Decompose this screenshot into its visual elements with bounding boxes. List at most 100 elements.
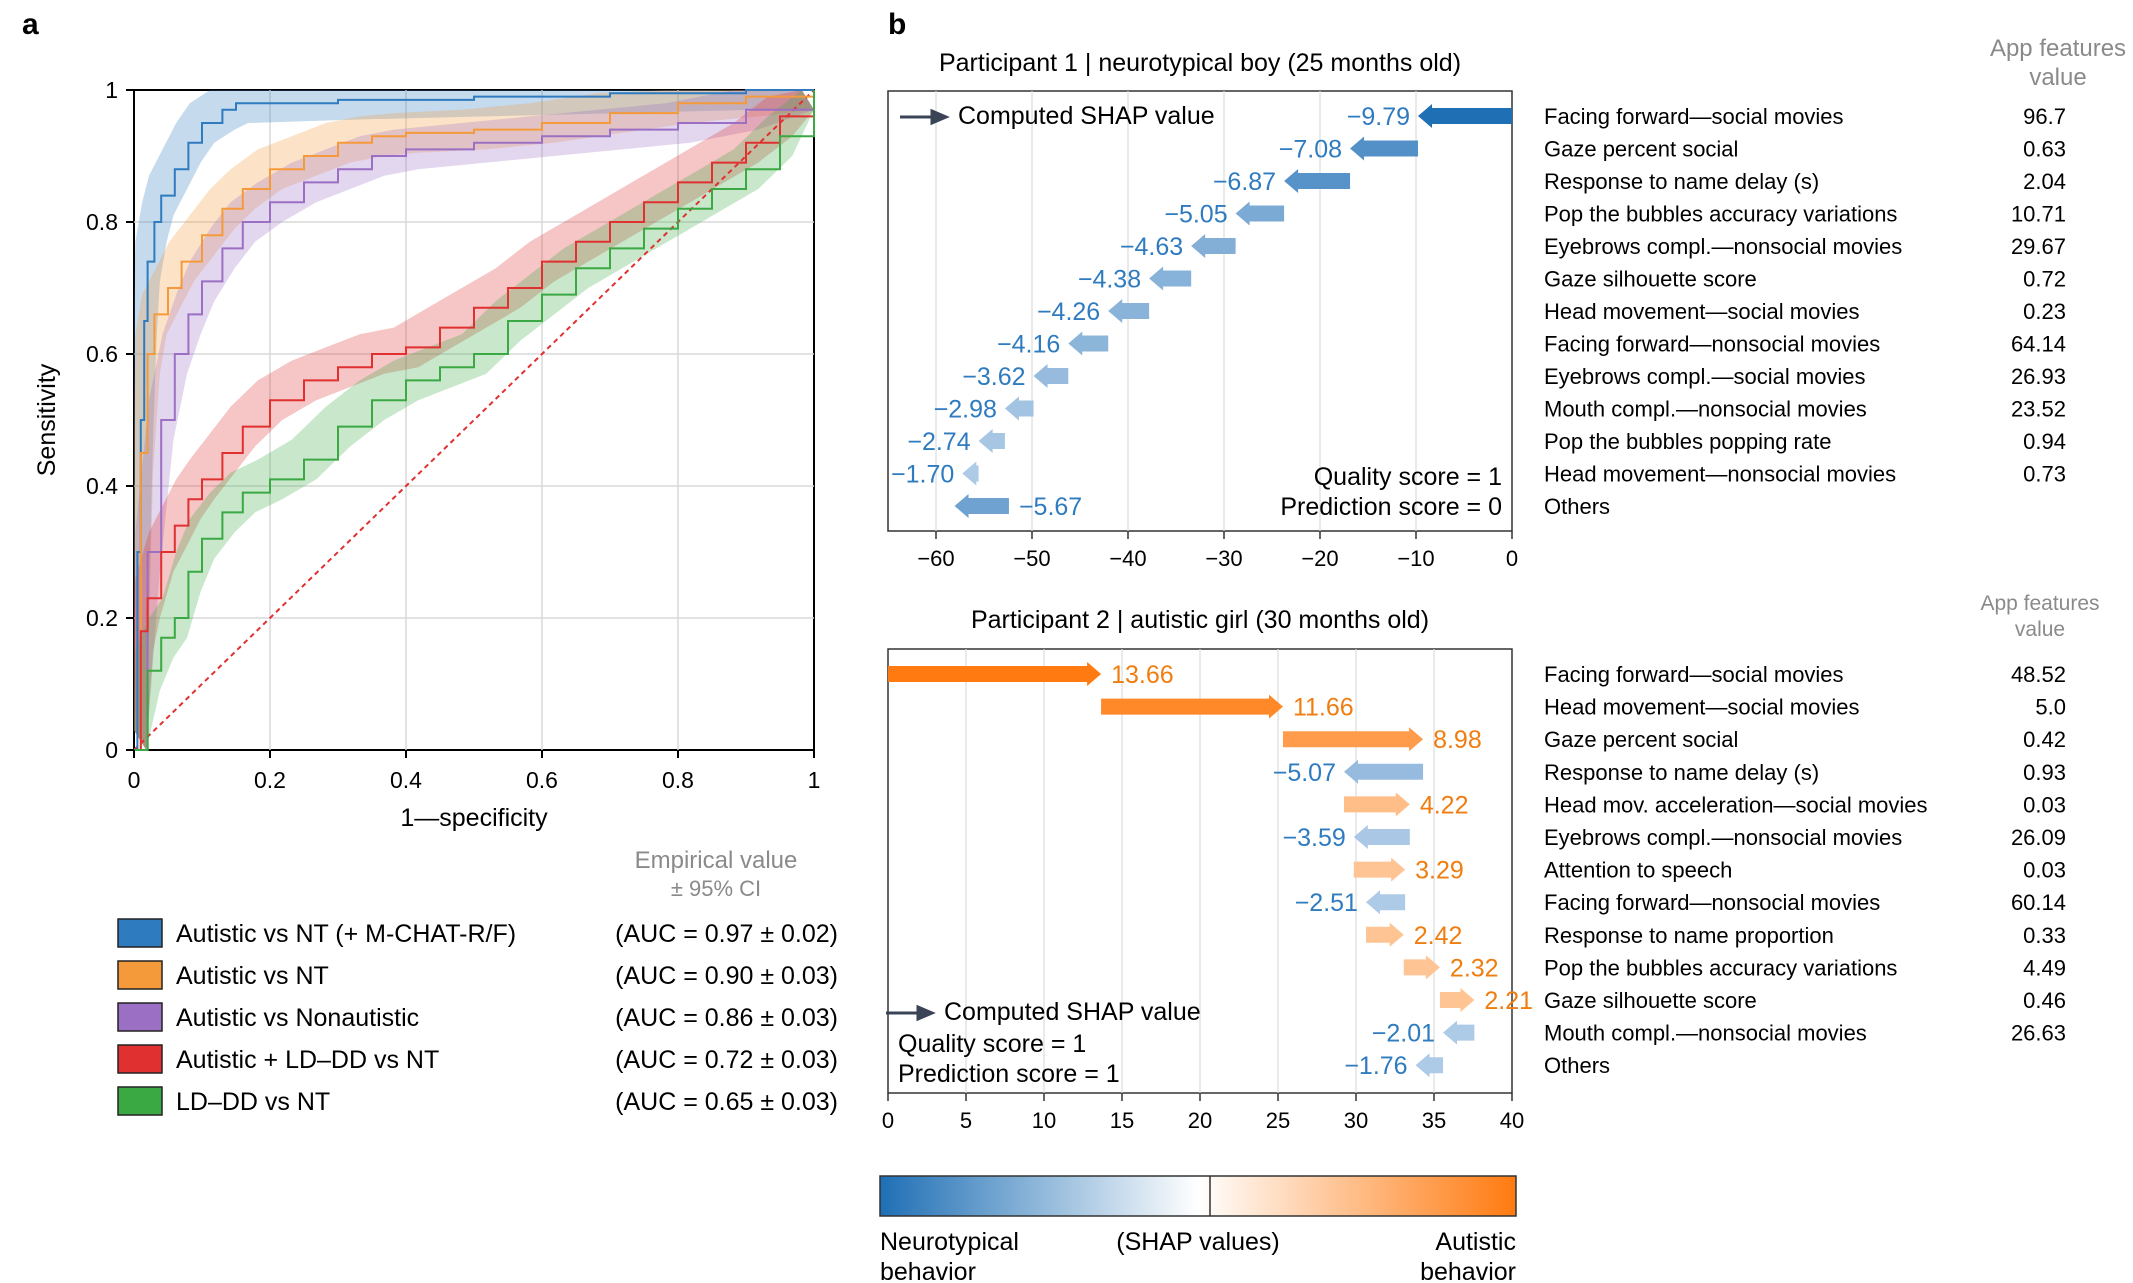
shap1-bar-1 (1350, 136, 1419, 161)
legend-swatch-3 (117, 1044, 163, 1074)
shap2-value-label-2: 8.98 (1433, 726, 1482, 754)
shap2-feature-value-8: 0.33 (2023, 923, 2066, 948)
roc-xlabel: 1—specificity (400, 804, 548, 832)
shap2-feature-name-12: Others (1544, 1053, 1610, 1078)
shap2-legend-arrow (886, 1004, 936, 1022)
shap1-bar-0 (1418, 104, 1512, 128)
shap2-feature-table: Facing forward—social movies 48.52 Head mo… (1544, 662, 2066, 1078)
legend-auc-4: (AUC = 0.65 ± 0.03) (615, 1088, 838, 1116)
shap1-tick-label: −50 (1013, 546, 1050, 571)
shap1-bar-6 (1108, 299, 1150, 323)
shap1-bar-7 (1068, 331, 1109, 356)
shap1-feature-value-3: 10.71 (2011, 202, 2066, 227)
shap2-feature-value-3: 0.93 (2023, 760, 2066, 785)
shap2-tick-label: 0 (882, 1108, 894, 1133)
shap1-bar-9 (1004, 396, 1034, 421)
shap1-quality: Quality score = 1 (1314, 463, 1502, 491)
shap1-feature-name-1: Gaze percent social (1544, 137, 1738, 162)
roc-ylabel: Sensitivity (33, 363, 61, 476)
shap2-feature-value-10: 0.46 (2023, 988, 2066, 1013)
shap2-value-label-5: −3.59 (1283, 824, 1346, 852)
shap1-bar-12 (954, 494, 1009, 518)
legend-label-3: Autistic + LD–DD vs NT (176, 1046, 439, 1074)
shap2-bar-3 (1343, 759, 1424, 784)
shap-chart-1: Participant 1 | neurotypical boy (25 mon… (887, 35, 2126, 571)
roc-line-4 (134, 90, 815, 751)
shap2-value-label-1: 11.66 (1293, 694, 1354, 722)
shap2-value-label-6: 3.29 (1415, 857, 1464, 885)
roc-ytick-label: 0.2 (86, 605, 118, 631)
shap1-value-label-5: −4.38 (1078, 266, 1141, 294)
shap2-feature-header-1: App features (1980, 592, 2099, 615)
legend-swatch-4 (117, 1086, 163, 1116)
shap1-value-label-2: −6.87 (1213, 168, 1276, 196)
shap2-feature-value-11: 26.63 (2011, 1021, 2066, 1046)
shap1-prediction: Prediction score = 0 (1280, 493, 1502, 521)
shap2-feature-name-10: Gaze silhouette score (1544, 988, 1757, 1013)
shap2-feature-name-6: Attention to speech (1544, 858, 1732, 883)
legend-header-1: Empirical value (635, 847, 798, 874)
shap1-title: Participant 1 | neurotypical boy (25 mon… (939, 49, 1461, 77)
roc-line-2 (134, 90, 815, 751)
shap1-bar-3 (1235, 201, 1285, 226)
roc-ytick-label: 0.8 (86, 209, 118, 235)
shap1-feature-name-3: Pop the bubbles accuracy variations (1544, 202, 1897, 227)
colorbar-right-label-1: Autistic (1435, 1228, 1516, 1256)
roc-chart: 0 0.2 0.4 0.6 0.8 1 0 0.2 0.4 0.6 0.8 1 1—specifici… (33, 77, 838, 1116)
shap2-bar-11 (1443, 1020, 1475, 1045)
shap1-feature-name-0: Facing forward—social movies (1544, 104, 1844, 129)
shap1-bar-5 (1149, 266, 1192, 291)
shap1-feature-value-6: 0.23 (2023, 299, 2066, 324)
shap2-tick-label: 10 (1032, 1108, 1056, 1133)
shap2-value-label-9: 2.32 (1450, 954, 1499, 982)
shap2-tick-label: 20 (1188, 1108, 1212, 1133)
shap1-bar-2 (1284, 169, 1351, 193)
shap1-feature-name-6: Head movement—social movies (1544, 299, 1859, 324)
shap1-feature-value-11: 0.73 (2023, 462, 2066, 487)
colorbar-left-label-1: Neurotypical (880, 1228, 1019, 1256)
roc-xtick-label: 0.4 (390, 767, 422, 793)
shap2-feature-value-1: 5.0 (2035, 695, 2066, 720)
shap1-legend-label: Computed SHAP value (958, 102, 1215, 130)
shap2-feature-value-4: 0.03 (2023, 792, 2066, 817)
shap1-feature-table: Facing forward—social movies 96.7 Gaze per… (1544, 104, 2066, 519)
shap2-value-label-8: 2.42 (1414, 922, 1463, 950)
roc-legend: Autistic vs NT (+ M-CHAT-R/F) (AUC = 0.97… (117, 918, 838, 1116)
shap2-value-label-3: −5.07 (1273, 759, 1336, 787)
shap1-legend: Computed SHAP value (900, 102, 1215, 130)
shap1-feature-value-0: 96.7 (2023, 104, 2066, 129)
shap1-feature-value-8: 26.93 (2011, 364, 2066, 389)
shap2-feature-name-2: Gaze percent social (1544, 727, 1738, 752)
shap1-feature-name-4: Eyebrows compl.—nonsocial movies (1544, 234, 1902, 259)
shap1-bar-8 (1033, 364, 1069, 388)
shap1-feature-value-2: 2.04 (2023, 169, 2066, 194)
shap1-feature-name-11: Head movement—nonsocial movies (1544, 462, 1896, 487)
legend-swatch-2 (117, 1002, 163, 1032)
roc-xtick-label: 0 (128, 767, 141, 793)
shap1-value-label-0: −9.79 (1347, 103, 1410, 131)
shap1-value-label-9: −2.98 (934, 396, 997, 424)
roc-xtick-label: 0.2 (254, 767, 286, 793)
shap1-bar-11 (962, 461, 979, 486)
shap2-bar-8 (1365, 922, 1404, 947)
shap2-feature-value-9: 4.49 (2023, 955, 2066, 980)
legend-swatch-1 (117, 960, 163, 990)
shap2-value-label-10: 2.21 (1484, 987, 1533, 1015)
shap1-feature-name-12: Others (1544, 494, 1610, 519)
colorbar-center-label: (SHAP values) (1116, 1228, 1280, 1256)
roc-line-1 (134, 90, 815, 751)
shap2-bar-1 (1101, 694, 1283, 719)
shap1-value-label-10: −2.74 (907, 428, 970, 456)
shap2-feature-value-7: 60.14 (2011, 890, 2066, 915)
roc-ytick-label: 1 (105, 77, 118, 103)
shap1-bar-10 (978, 429, 1005, 453)
shap1-feature-name-9: Mouth compl.—nonsocial movies (1544, 397, 1867, 422)
shap1-bar-4 (1191, 234, 1236, 258)
shap1-value-label-6: −4.26 (1037, 298, 1100, 326)
shap2-feature-value-0: 48.52 (2011, 662, 2066, 687)
colorbar-left-label-2: behavior (880, 1258, 976, 1283)
shap2-value-label-4: 4.22 (1420, 791, 1469, 819)
shap1-feature-value-9: 23.52 (2011, 397, 2066, 422)
shap2-legend-label: Computed SHAP value (944, 998, 1201, 1026)
